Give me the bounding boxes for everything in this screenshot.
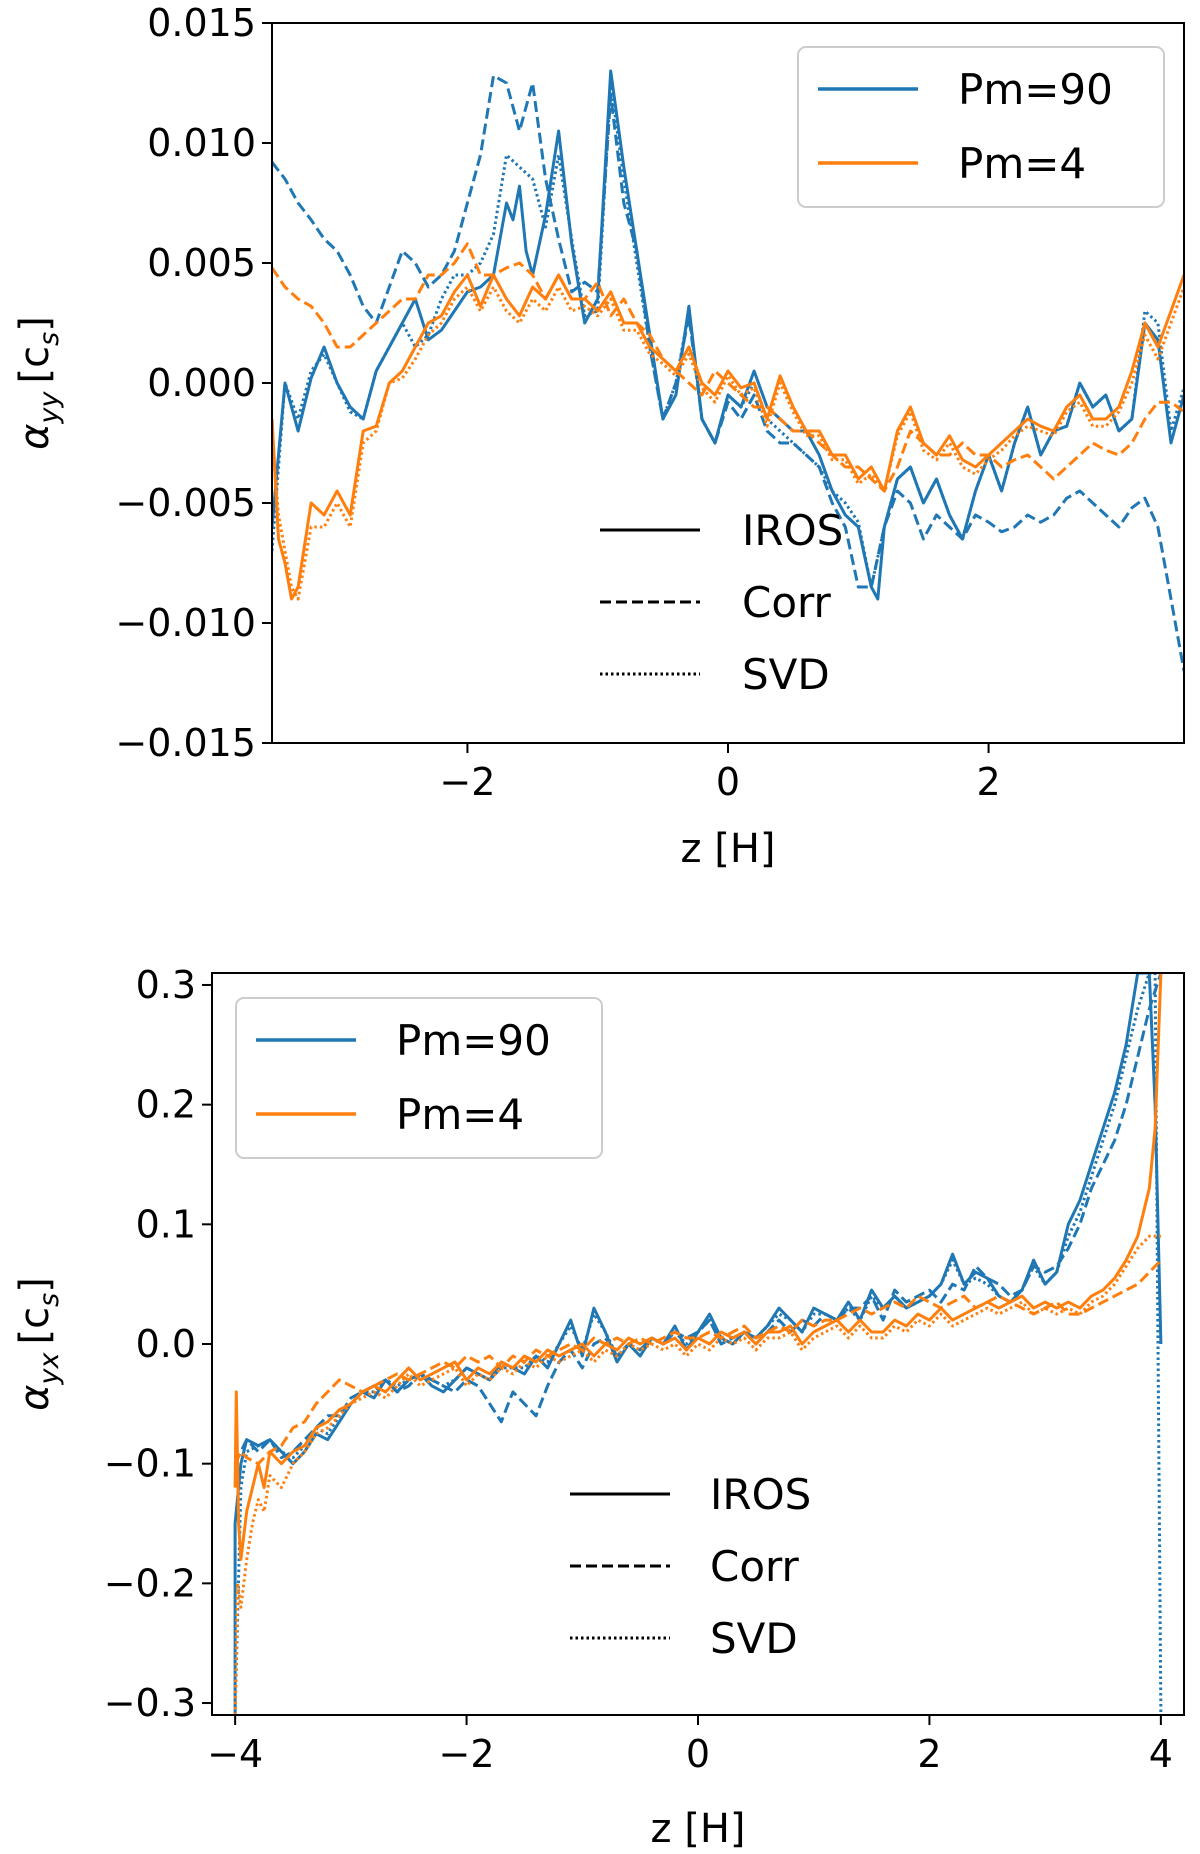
bottom-chart-legend-label-svd: SVD xyxy=(710,1614,798,1663)
bottom-chart-ylabel-close: ] xyxy=(12,1277,58,1293)
top-chart-y-tick-label: −0.010 xyxy=(115,601,256,645)
top-chart-line-pm90-svd xyxy=(272,81,1184,589)
top-chart-ylabel-unit: [c xyxy=(12,346,58,384)
bottom-chart-x-tick-label: 4 xyxy=(1149,1732,1173,1776)
top-chart-line-pm90-corr xyxy=(272,74,1184,672)
top-chart-legend-label-iros: IROS xyxy=(742,506,843,555)
top-chart-x-tick-label: 0 xyxy=(716,760,740,804)
top-chart-legend-label-pm4: Pm=4 xyxy=(958,139,1086,188)
top-chart-ylabel-alpha: α xyxy=(12,423,58,449)
bottom-chart-series-group xyxy=(233,973,1163,1715)
bottom-chart-y-tick-label: 0.0 xyxy=(136,1322,196,1366)
top-chart-y-tick-label: 0.015 xyxy=(147,1,256,45)
top-chart-line-pm4-iros xyxy=(272,273,1184,601)
bottom-chart-x-tick-label: −2 xyxy=(439,1732,495,1776)
top-chart-line-pm4-svd xyxy=(272,285,1184,601)
bottom-chart-legend-label-iros: IROS xyxy=(710,1470,811,1519)
top-chart-legend-label-corr: Corr xyxy=(742,578,832,627)
top-chart-y-tick-label: 0.010 xyxy=(147,121,256,165)
top-chart-ylabel-close: ] xyxy=(12,316,58,332)
bottom-chart-y-tick-label: 0.2 xyxy=(136,1083,196,1127)
top-chart-x-tick-label: −2 xyxy=(439,760,495,804)
bottom-chart-ylabel-unit: [c xyxy=(12,1307,58,1345)
bottom-chart-pm-legend-frame xyxy=(235,997,603,1159)
bottom-chart-y-tick-label: −0.3 xyxy=(104,1681,196,1725)
bottom-chart-pm-legend: Pm=90 Pm=4 xyxy=(235,997,603,1159)
top-chart-x-axis-label: z [H] xyxy=(681,826,776,872)
top-chart-x-tick-label: 2 xyxy=(976,760,1000,804)
bottom-chart-x-tick-label: −4 xyxy=(207,1732,263,1776)
top-chart-y-tick-label: −0.015 xyxy=(115,721,256,765)
bottom-chart-y-ticks: −0.3 −0.2 −0.1 0.0 0.1 0.2 0.3 xyxy=(104,963,212,1725)
top-chart-x-ticks: −2 0 2 xyxy=(439,743,1001,804)
bottom-chart-x-axis-label: z [H] xyxy=(651,1806,746,1852)
bottom-chart-line-pm4-corr xyxy=(233,1259,1162,1466)
bottom-chart-ylabel-unit-sub: s xyxy=(34,1293,65,1307)
bottom-chart-ylabel-sub: yx xyxy=(34,1351,65,1385)
top-chart-pm-legend-frame xyxy=(797,46,1165,208)
bottom-chart-ylabel-alpha: α xyxy=(12,1384,58,1410)
top-chart-y-tick-label: 0.005 xyxy=(147,241,256,285)
bottom-chart-y-tick-label: 0.3 xyxy=(136,963,196,1007)
top-chart-ylabel-unit-sub: s xyxy=(34,332,65,346)
bottom-chart-line-pm90-svd xyxy=(233,973,1163,1715)
bottom-chart-method-legend: IROS Corr SVD xyxy=(570,1470,811,1663)
bottom-chart-y-axis-label: αyx [cs] xyxy=(12,1277,65,1411)
top-chart-series-group xyxy=(272,69,1184,672)
top-chart-y-tick-label: −0.005 xyxy=(115,481,256,525)
top-chart: −0.015 −0.010 −0.005 0.000 0.005 0.010 0.015 −… xyxy=(12,1,1185,872)
bottom-chart: −0.3 −0.2 −0.1 0.0 0.1 0.2 0.3 −4 −2 0 2 4 z [H] α… xyxy=(12,963,1185,1852)
bottom-chart-line-pm4-iros xyxy=(233,973,1163,1561)
bottom-chart-legend-label-pm90: Pm=90 xyxy=(396,1016,551,1065)
top-chart-legend-label-pm90: Pm=90 xyxy=(958,65,1113,114)
top-chart-pm-legend: Pm=90 Pm=4 xyxy=(797,46,1165,208)
top-chart-y-tick-label: 0.000 xyxy=(147,361,256,405)
top-chart-legend-label-svd: SVD xyxy=(742,650,830,699)
bottom-chart-line-pm4-svd xyxy=(233,1234,1161,1715)
bottom-chart-legend-label-corr: Corr xyxy=(710,1542,800,1591)
top-chart-method-legend: IROS Corr SVD xyxy=(600,506,843,699)
bottom-chart-y-tick-label: −0.2 xyxy=(104,1561,196,1605)
bottom-chart-y-tick-label: −0.1 xyxy=(104,1442,196,1486)
bottom-chart-x-tick-label: 0 xyxy=(686,1732,710,1776)
bottom-chart-x-ticks: −4 −2 0 2 4 xyxy=(207,1715,1173,1776)
top-chart-y-axis-label: αyy [cs] xyxy=(12,316,65,450)
bottom-chart-legend-label-pm4: Pm=4 xyxy=(396,1090,524,1139)
bottom-chart-x-tick-label: 2 xyxy=(917,1732,941,1776)
top-chart-y-ticks: −0.015 −0.010 −0.005 0.000 0.005 0.010 0.015 xyxy=(115,1,272,765)
top-chart-ylabel-sub: yy xyxy=(34,390,65,424)
bottom-chart-y-tick-label: 0.1 xyxy=(136,1202,196,1246)
